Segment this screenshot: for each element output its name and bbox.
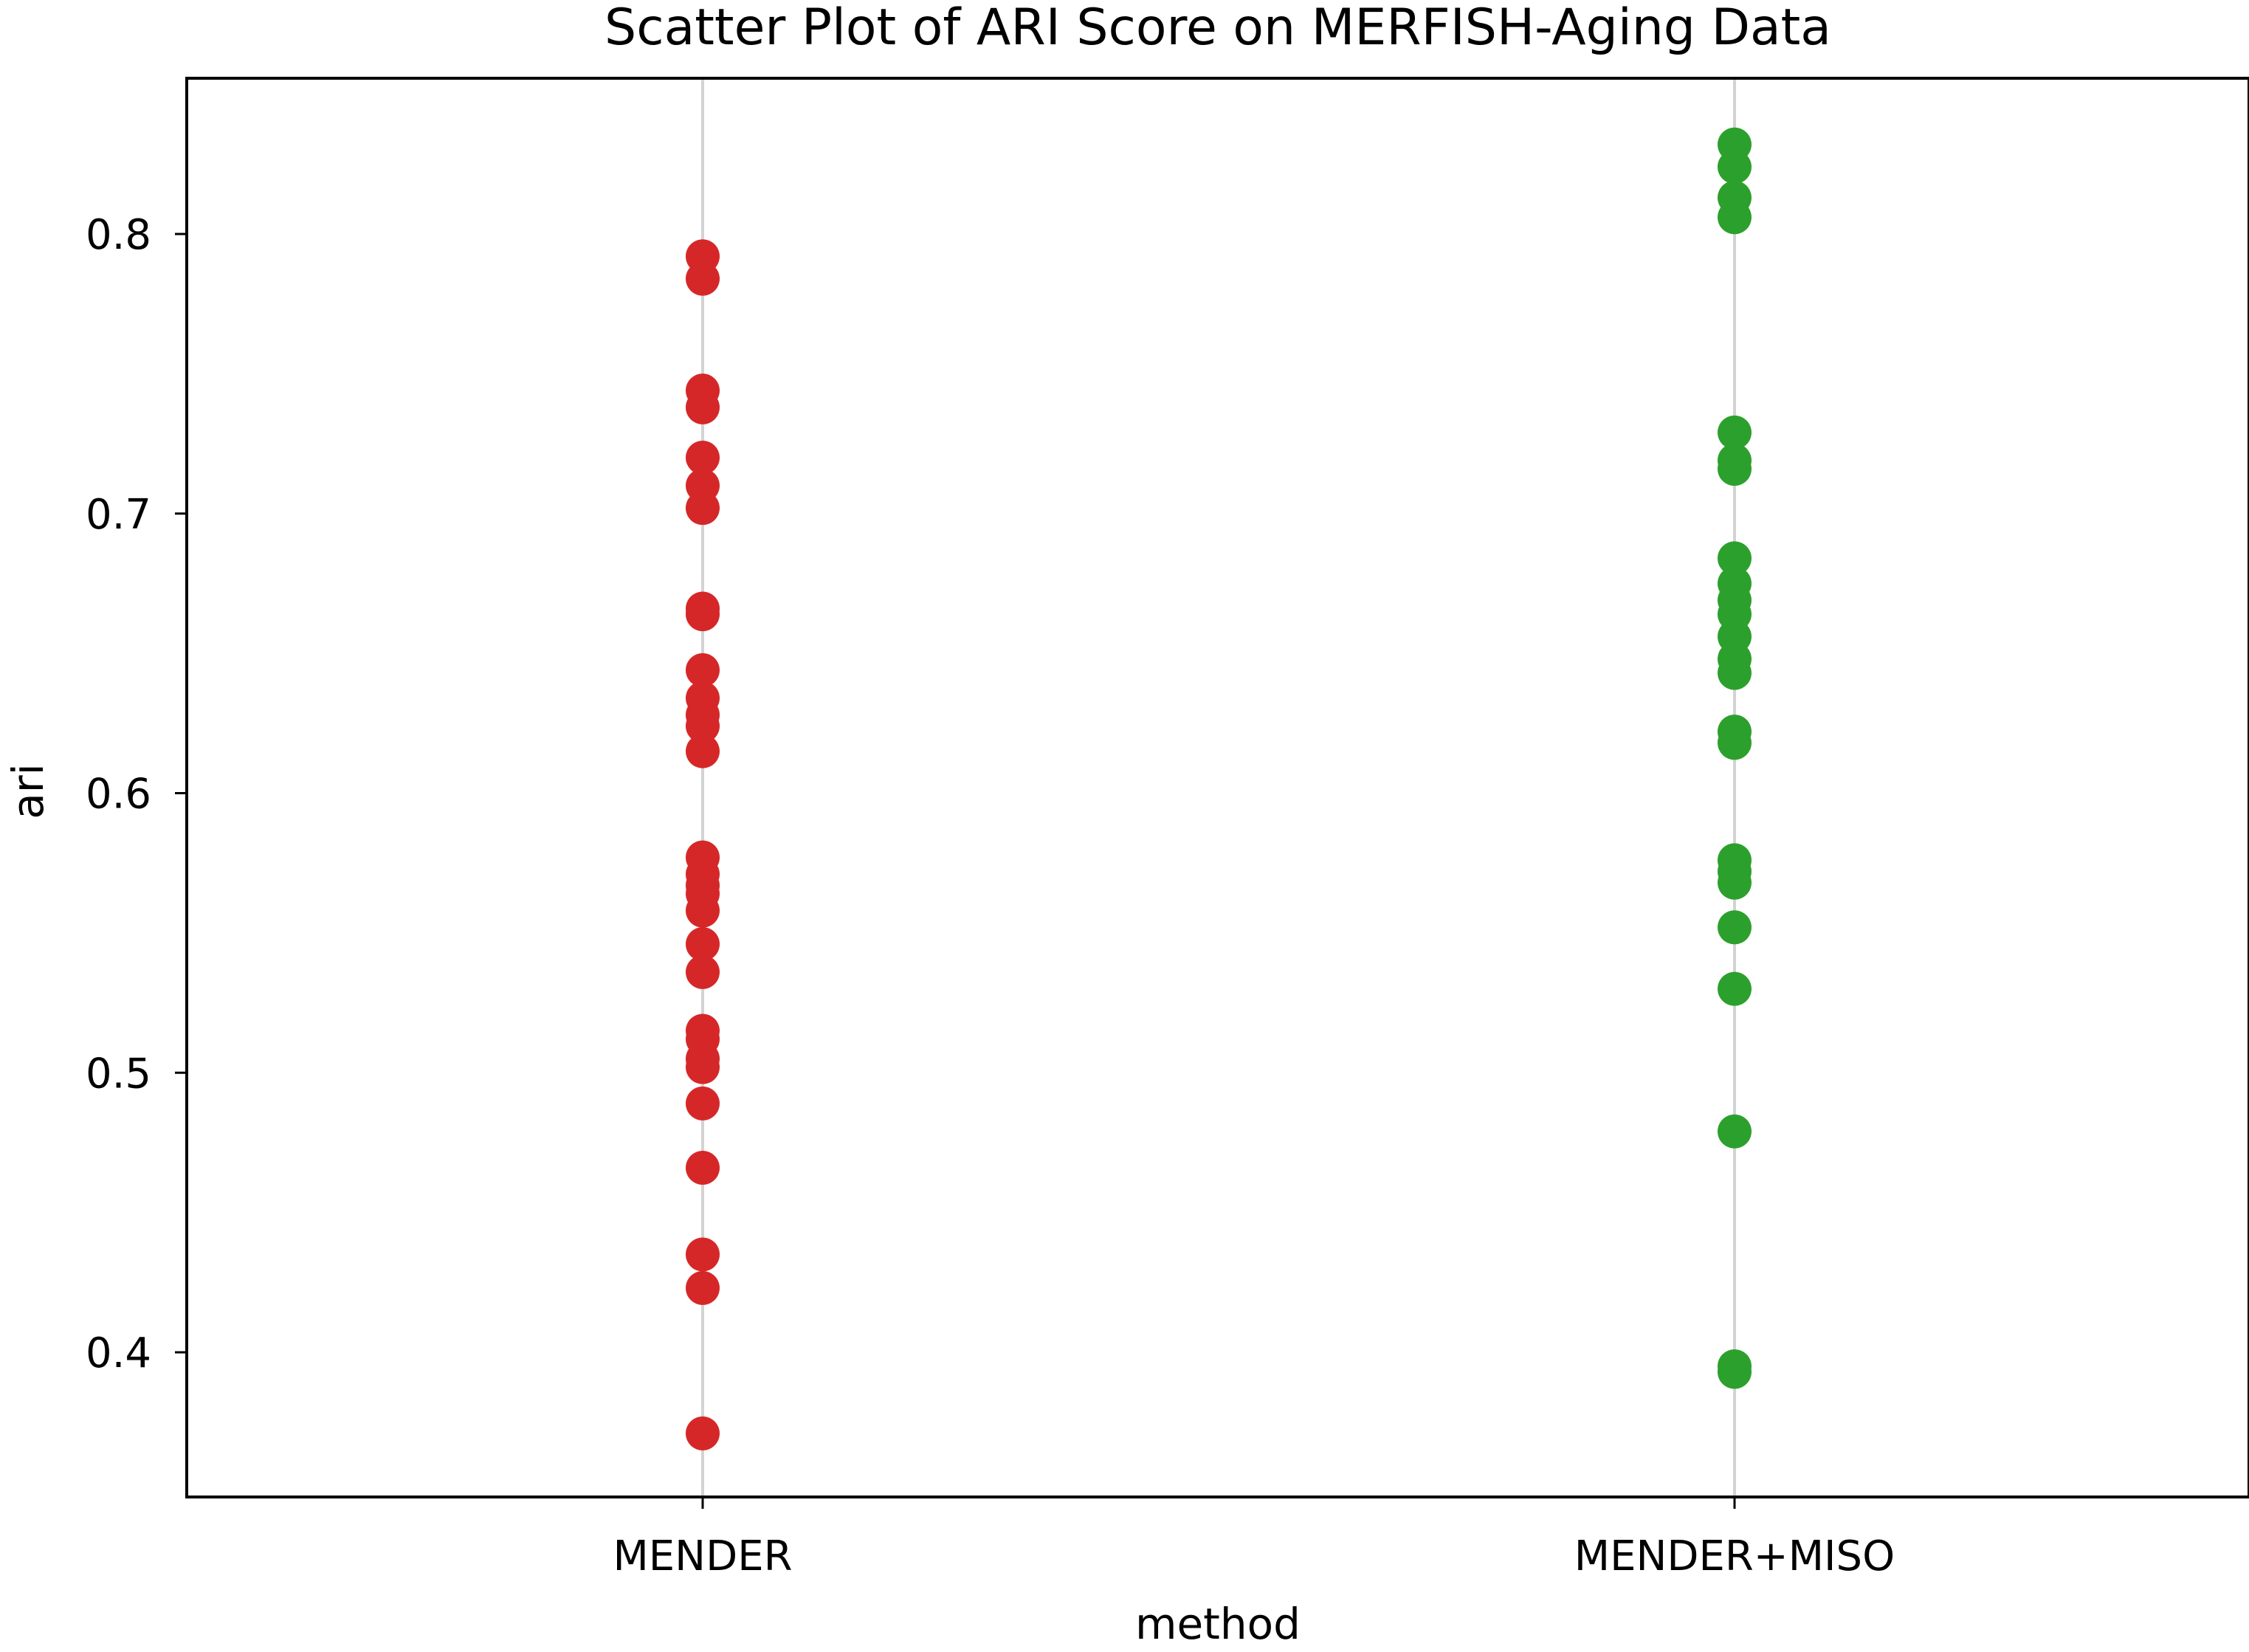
grid-lines xyxy=(701,78,1736,1497)
data-points xyxy=(686,127,1752,1450)
data-point xyxy=(686,1416,720,1450)
data-point xyxy=(686,927,720,962)
data-point xyxy=(1718,655,1752,690)
data-point xyxy=(686,954,720,989)
y-tick-label: 0.7 xyxy=(86,491,151,539)
y-tick-label: 0.8 xyxy=(86,211,151,259)
y-tick-label: 0.6 xyxy=(86,771,151,819)
data-point xyxy=(1718,452,1752,486)
data-point xyxy=(1718,910,1752,945)
data-point xyxy=(1718,1114,1752,1149)
y-axis-ticks: 0.4 0.5 0.6 0.7 0.8 xyxy=(86,211,187,1377)
data-point xyxy=(686,734,720,768)
data-point xyxy=(1718,971,1752,1006)
plot-area-frame xyxy=(185,77,2249,1498)
y-axis-label: ari xyxy=(3,763,53,819)
data-point xyxy=(686,893,720,928)
data-point xyxy=(1718,415,1752,450)
data-point xyxy=(686,1050,720,1084)
chart-title: Scatter Plot of ARI Score on MERFISH-Agi… xyxy=(605,0,1831,57)
data-point xyxy=(686,709,720,743)
data-point xyxy=(1718,200,1752,235)
data-point xyxy=(1718,541,1752,576)
x-axis-label: method xyxy=(1135,1599,1301,1649)
data-point xyxy=(686,1270,720,1305)
data-point xyxy=(686,1086,720,1121)
data-point xyxy=(686,1151,720,1185)
data-point xyxy=(686,441,720,475)
data-point xyxy=(1718,865,1752,900)
y-tick-label: 0.4 xyxy=(86,1329,151,1377)
x-tick-label-mender-miso: MENDER+MISO xyxy=(1574,1532,1895,1580)
data-point xyxy=(1718,726,1752,760)
data-point xyxy=(1718,150,1752,185)
data-point xyxy=(686,491,720,526)
y-tick-label: 0.5 xyxy=(86,1050,151,1098)
data-point xyxy=(1718,1355,1752,1389)
data-point xyxy=(686,390,720,424)
x-axis-ticks: MENDER MENDER+MISO xyxy=(613,1497,1895,1580)
data-point xyxy=(686,261,720,296)
x-tick-label-mender: MENDER xyxy=(613,1532,792,1580)
data-point xyxy=(686,1237,720,1272)
data-point xyxy=(686,597,720,632)
data-point xyxy=(686,653,720,687)
